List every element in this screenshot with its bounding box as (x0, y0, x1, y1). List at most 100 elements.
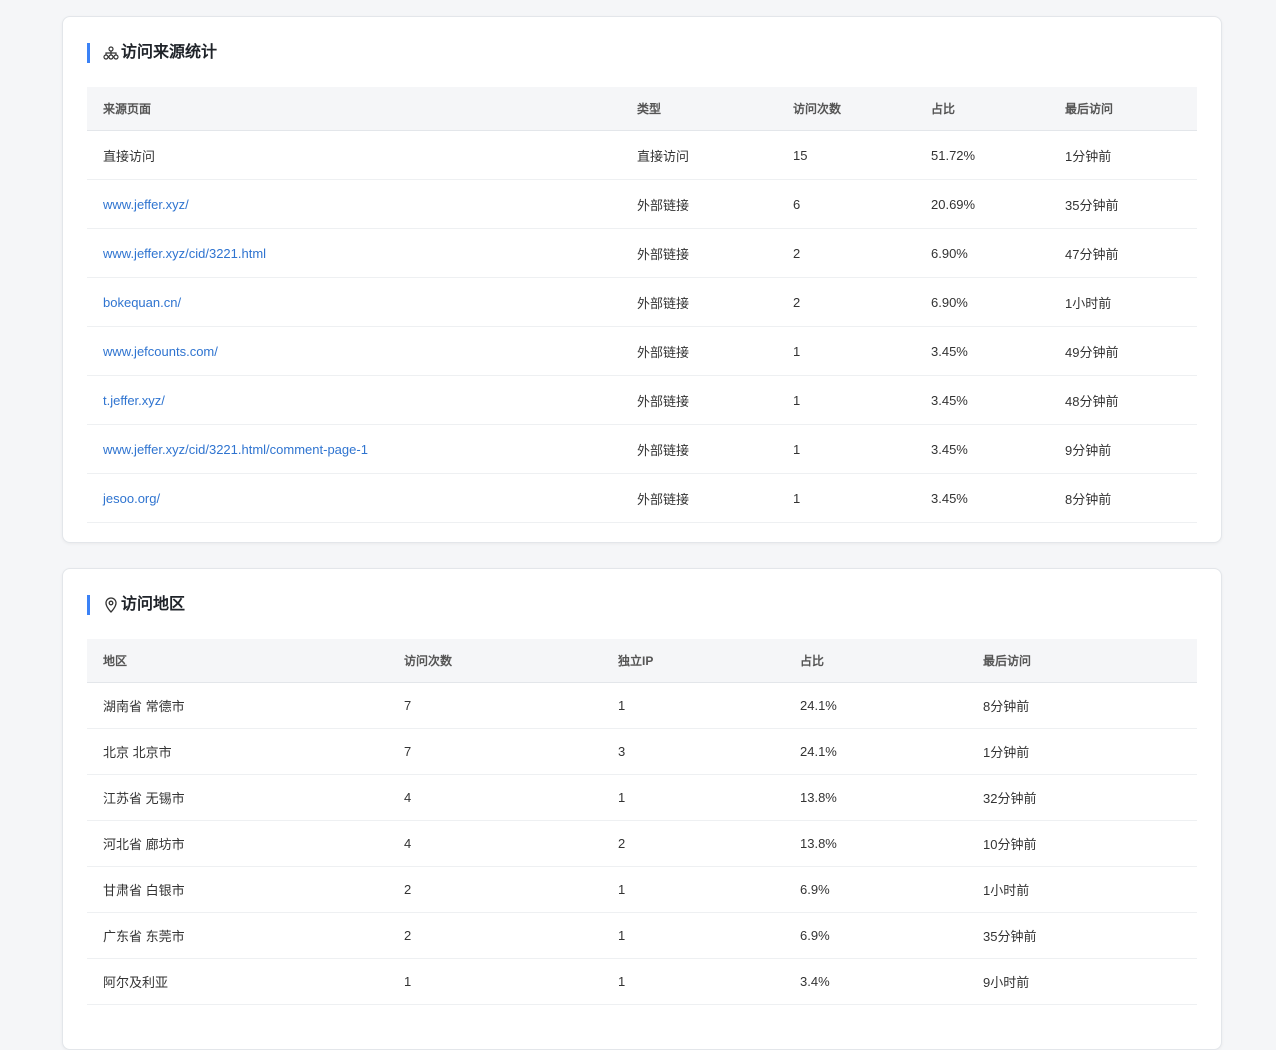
table-cell: 8分钟前 (967, 682, 1197, 729)
cell-text: 2 (404, 928, 412, 943)
table-cell: 20.69% (915, 179, 1049, 229)
table-cell: 32分钟前 (967, 774, 1197, 821)
table-cell: 35分钟前 (967, 912, 1197, 959)
table-cell: 35分钟前 (1049, 179, 1197, 229)
sources-table: 来源页面 类型 访问次数 占比 最后访问 直接访问 直接访问 15 51.72% 1分钟前 www.… (87, 87, 1197, 523)
table-cell: 3 (602, 728, 784, 775)
table-cell: 3.45% (915, 375, 1049, 425)
cell-text: 广东省 东莞市 (103, 929, 185, 944)
card-title: 访问来源统计 (87, 43, 217, 63)
table-cell: 外部链接 (621, 375, 777, 425)
table-cell: 1 (777, 375, 915, 425)
type-badge: 外部链接 (637, 295, 690, 311)
table-row: www.jeffer.xyz/cid/3221.html 外部链接 2 6.90% 47… (87, 228, 1197, 278)
table-cell: t.jeffer.xyz/ (87, 375, 621, 425)
cell-text: 4 (404, 836, 412, 851)
cell-text: 2 (618, 836, 626, 851)
table-row: 河北省 廊坊市 4 2 13.8% 10分钟前 (87, 820, 1197, 867)
table-cell: 13.8% (784, 774, 967, 821)
cell-text: 湖南省 常德市 (103, 699, 185, 714)
table-row: www.jeffer.xyz/cid/3221.html/comment-pag… (87, 424, 1197, 474)
table-cell: 2 (602, 820, 784, 867)
table-cell: 1 (777, 473, 915, 523)
table-row: 北京 北京市 7 3 24.1% 1分钟前 (87, 728, 1197, 775)
regions-table: 地区 访问次数 独立IP 占比 最后访问 湖南省 常德市 7 1 24.1% 8分钟前 北京 北京市… (87, 639, 1197, 1005)
table-cell: 6.90% (915, 228, 1049, 278)
table-cell: 外部链接 (621, 326, 777, 376)
header-row: 地区 访问次数 独立IP 占比 最后访问 (87, 639, 1197, 683)
table-cell: 6 (777, 179, 915, 229)
table-cell: 4 (388, 774, 602, 821)
source-link[interactable]: bokequan.cn/ (103, 294, 182, 310)
source-link[interactable]: www.jeffer.xyz/ (103, 196, 189, 212)
table-cell: 2 (777, 277, 915, 327)
table-cell: 河北省 廊坊市 (87, 820, 388, 867)
source-link[interactable]: jesoo.org/ (103, 490, 161, 506)
source-link[interactable]: www.jeffer.xyz/cid/3221.html (103, 245, 267, 261)
table-cell: 3.45% (915, 473, 1049, 523)
table-cell: 1分钟前 (1049, 130, 1197, 180)
table-row: 广东省 东莞市 2 1 6.9% 35分钟前 (87, 912, 1197, 959)
table-cell: 1分钟前 (967, 728, 1197, 775)
table-cell: 13.8% (784, 820, 967, 867)
cell-text: 32分钟前 (983, 791, 1037, 806)
table-cell: 8分钟前 (1049, 473, 1197, 523)
cell-text: 7 (404, 744, 412, 759)
table-row: 阿尔及利亚 1 1 3.4% 9小时前 (87, 958, 1197, 1005)
cell-text: 6 (793, 196, 801, 212)
cell-text: 9分钟前 (1065, 442, 1112, 458)
source-link[interactable]: www.jeffer.xyz/cid/3221.html/comment-pag… (103, 441, 368, 457)
table-cell: 15 (777, 130, 915, 180)
column-header: 访问次数 (388, 639, 602, 683)
column-header: 最后访问 (1049, 87, 1197, 131)
cell-text: 9小时前 (983, 975, 1030, 990)
cell-text: 1 (618, 698, 626, 713)
type-badge: 外部链接 (637, 442, 690, 458)
source-link[interactable]: www.jefcounts.com/ (103, 343, 218, 359)
cell-text: 1分钟前 (1065, 148, 1112, 164)
type-badge: 直接访问 (637, 148, 690, 164)
cell-text: 10分钟前 (983, 837, 1037, 852)
table-cell: 湖南省 常德市 (87, 682, 388, 729)
table-cell: 1 (602, 774, 784, 821)
column-header: 独立IP (602, 639, 784, 683)
table-cell: www.jeffer.xyz/ (87, 179, 621, 229)
type-badge: 外部链接 (637, 344, 690, 360)
table-row: www.jefcounts.com/外部链接 1 3.45% 49分钟前 (87, 326, 1197, 376)
source-link[interactable]: t.jeffer.xyz/ (103, 392, 165, 408)
type-badge: 外部链接 (637, 197, 690, 213)
table-cell: 1 (602, 866, 784, 913)
type-badge: 外部链接 (637, 246, 690, 262)
column-header: 访问次数 (777, 87, 915, 131)
table-cell: 24.1% (784, 682, 967, 729)
cell-text: 15 (793, 147, 808, 163)
cell-text: 35分钟前 (983, 929, 1037, 944)
column-header: 占比 (915, 87, 1049, 131)
table-cell: 1 (777, 424, 915, 474)
cell-text: 3.45% (931, 392, 968, 408)
table-cell: 外部链接 (621, 473, 777, 523)
table-cell: 3.4% (784, 958, 967, 1005)
cell-text: 51.72% (931, 147, 976, 163)
cell-text: 1小时前 (983, 883, 1030, 898)
table-cell: www.jefcounts.com/ (87, 326, 621, 376)
table-cell: 1小时前 (967, 866, 1197, 913)
cell-text: 3.4% (800, 974, 830, 989)
table-row: 湖南省 常德市 7 1 24.1% 8分钟前 (87, 682, 1197, 729)
table-row: bokequan.cn/外部链接 2 6.90% 1小时前 (87, 277, 1197, 327)
regions-card: 访问地区 地区 访问次数 独立IP 占比 最后访问 湖南省 常德市 7 1 24.1% 8分钟前北… (62, 568, 1222, 1050)
cell-text: 7 (404, 698, 412, 713)
table-cell: 1 (602, 682, 784, 729)
cell-text: 1 (618, 928, 626, 943)
cell-text: 3.45% (931, 343, 968, 359)
cell-text: 47分钟前 (1065, 246, 1119, 262)
cell-text: 北京 北京市 (103, 745, 172, 760)
table-cell: 9小时前 (967, 958, 1197, 1005)
table-cell: 1 (777, 326, 915, 376)
table-cell: 6.90% (915, 277, 1049, 327)
table-cell: 4 (388, 820, 602, 867)
table-cell: 7 (388, 682, 602, 729)
table-cell: 10分钟前 (967, 820, 1197, 867)
column-header: 类型 (621, 87, 777, 131)
table-cell: www.jeffer.xyz/cid/3221.html (87, 228, 621, 278)
